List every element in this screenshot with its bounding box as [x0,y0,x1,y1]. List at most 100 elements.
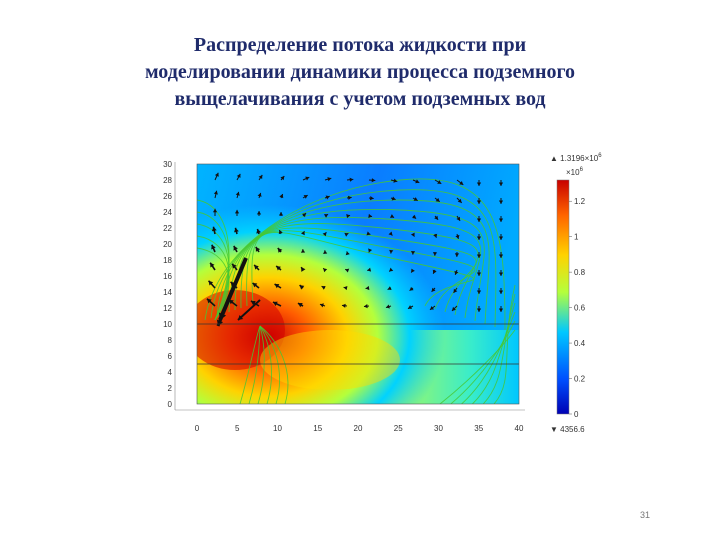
velocity-arrow-head [371,178,376,183]
colorbar-tick-label: 0 [574,410,579,419]
y-tick-label: 10 [163,320,172,329]
velocity-arrow-head [476,272,482,276]
streamline [210,189,497,328]
velocity-arrow-head [255,246,261,252]
page-number: 31 [640,510,651,520]
streamline [197,247,230,321]
velocity-arrow-head [323,268,328,273]
velocity-arrow-head [476,200,482,204]
velocity-arrow-head [305,176,310,181]
colorbar-tick-label: 0.2 [574,375,586,384]
y-tick-label: 4 [168,368,173,377]
streamline [248,325,261,404]
velocity-arrow-head [454,253,460,257]
colorbar-min-label: ▼ 4356.6 [550,425,585,434]
velocity-arrow-head [498,200,504,204]
velocity-arrow-head [498,182,504,186]
velocity-arrow-head [323,250,328,254]
velocity-arrow-head [454,270,459,275]
velocity-arrow-head [389,214,395,218]
velocity-arrow-head [297,303,303,308]
velocity-arrow-head [256,228,262,234]
velocity-arrow-head [476,236,482,240]
y-tick-label: 18 [163,256,172,265]
velocity-arrow-head [407,305,413,309]
y-tick-label: 20 [163,240,172,249]
streamline [246,230,476,310]
x-tick-label: 40 [515,424,524,433]
velocity-arrow-head [498,236,504,240]
x-tick-label: 15 [313,424,322,433]
velocity-arrow-head [367,267,372,272]
plot-frame [196,163,520,405]
velocity-arrow-head [236,173,241,178]
velocity-arrow-head [415,179,420,184]
velocity-arrow-head [435,197,440,202]
title-line-1: Распределение потока жидкости при [193,34,527,56]
velocity-arrow-head [387,286,392,291]
velocity-arrow-head [341,303,346,308]
title-line-3: выщелачивания с учетом подземных вод [174,88,546,110]
velocity-arrow-head [322,232,327,237]
velocity-arrows [206,172,504,327]
colorbar: ▲ 1.3196×106 ×106 1.2 1 0.8 0.6 0.4 0.2 0 ▼ 43… [550,153,602,434]
streamline [482,293,516,404]
velocity-arrow-head [389,267,394,272]
velocity-arrow-head [411,268,415,273]
velocity-arrow-head [410,251,416,255]
streamline [234,223,479,316]
streamline [439,329,516,404]
velocity-arrow-head [459,181,464,185]
velocity-arrow-head [212,208,218,213]
velocity-arrow-head [476,254,482,258]
x-tick-label: 0 [195,424,200,433]
velocity-arrow-head [210,262,215,268]
velocity-arrow-head [369,196,374,201]
velocity-arrow-head [319,303,324,308]
y-tick-label: 26 [163,192,172,201]
velocity-arrow-head [368,213,373,219]
velocity-arrow-head [451,306,456,311]
velocity-arrow-head [363,304,368,309]
velocity-arrow-head [345,268,350,273]
velocity-arrow-head [388,231,393,236]
velocity-arrow-head [206,298,212,304]
velocity-arrow-head [254,264,259,270]
velocity-arrow-head [410,232,415,237]
streamline [204,178,506,331]
y-tick-label: 0 [168,400,173,409]
velocity-arrow-head [300,231,305,236]
x-tick-label: 10 [273,424,282,433]
streamline [259,325,280,404]
velocity-arrow-head [234,209,240,214]
colorbar-tick-label: 1.2 [574,197,586,206]
velocity-arrow-head [256,210,262,215]
streamline [259,325,272,404]
y-tick-label: 24 [163,208,172,217]
colorbar-max-label: ▲ 1.3196×106 [550,153,602,163]
streamline [197,223,230,321]
velocity-arrow-head [325,195,330,200]
velocity-arrow [216,289,234,327]
colorbar-tick-label: 1 [574,233,579,242]
velocity-arrow-head [234,227,239,233]
velocity-arrow-head [213,190,218,195]
velocity-arrow-head [368,248,373,253]
x-tick-label: 30 [434,424,443,433]
velocity-arrow-head [344,232,349,237]
velocity-arrow-head [300,249,306,253]
velocity-arrow-head [498,254,504,258]
streamlines [197,178,516,404]
velocity-arrow-head [391,196,396,201]
velocity-arrow [237,299,261,321]
velocity-arrow-head [432,269,437,274]
velocity-arrow-head [327,177,332,182]
velocity-arrow-head [301,267,306,272]
velocity-arrow-head [409,286,414,291]
streamline [257,325,265,404]
colorbar-tick-label: 0.4 [574,339,586,348]
velocity-arrow-head [476,182,482,186]
velocity-arrow-head [274,284,280,289]
